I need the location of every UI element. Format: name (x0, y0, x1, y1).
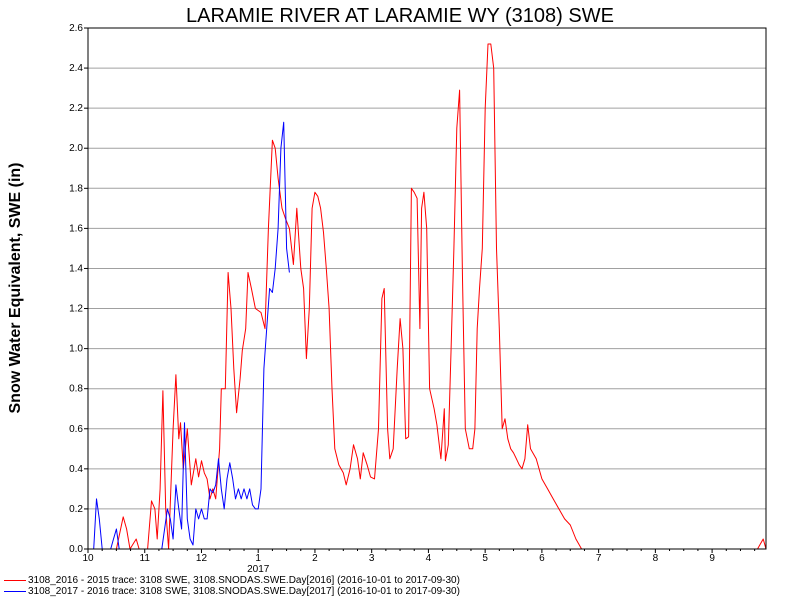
y-tick-label: 1.8 (69, 183, 83, 194)
x-axis-year-label: 2017 (247, 564, 270, 575)
y-tick-label: 0.4 (69, 464, 83, 475)
y-tick-label: 2.2 (69, 103, 83, 114)
series-line-0 (88, 43, 767, 550)
y-tick-label: 0.0 (69, 544, 83, 555)
x-tick-label: 8 (653, 553, 659, 564)
y-tick-label: 0.2 (69, 504, 83, 515)
x-tick-label: 6 (539, 553, 545, 564)
y-tick-label: 1.2 (69, 304, 83, 315)
y-tick-label: 1.0 (69, 344, 83, 355)
legend-item-2016: 3108_2016 - 2015 trace: 3108 SWE, 3108.S… (4, 576, 460, 586)
legend-label-2017: 3108_2017 - 2016 trace: 3108 SWE, 3108.S… (28, 586, 460, 597)
x-tick-label: 11 (140, 553, 151, 564)
series-lines (88, 43, 767, 550)
y-tick-label: 2.4 (69, 63, 83, 74)
y-tick-label: 0.6 (69, 424, 83, 435)
y-axis-label: Snow Water Equivalent, SWE (in) (7, 163, 24, 414)
legend-label-2016: 3108_2016 - 2015 trace: 3108 SWE, 3108.S… (28, 575, 460, 586)
x-tick-label: 9 (709, 553, 715, 564)
legend-swatch-blue (4, 590, 26, 592)
chart-title: LARAMIE RIVER AT LARAMIE WY (3108) SWE (186, 5, 614, 27)
y-tick-label: 2.0 (69, 143, 83, 154)
x-tick-label: 10 (82, 553, 94, 564)
y-tick-label: 2.6 (69, 23, 83, 34)
x-tick-label: 7 (596, 553, 602, 564)
x-tick-label: 1 (255, 553, 261, 564)
x-tick-label: 3 (369, 553, 375, 564)
gridlines (88, 27, 766, 550)
series-line-1 (88, 121, 290, 550)
y-tick-label: 0.8 (69, 384, 83, 395)
legend-item-2017: 3108_2017 - 2016 trace: 3108 SWE, 3108.S… (4, 587, 460, 597)
legend-swatch-red (4, 579, 26, 581)
x-tick-label: 12 (196, 553, 208, 564)
x-tick-label: 5 (482, 553, 488, 564)
plot-area-frame (87, 27, 767, 550)
y-tick-label: 1.6 (69, 223, 83, 234)
x-tick-label: 2 (312, 553, 318, 564)
axis-ticks: 0.0 0.2 0.4 0.6 0.8 1.0 1.2 1.4 1.6 1.8 2.0 2.2 2.4 2… (69, 23, 756, 564)
y-tick-label: 1.4 (69, 263, 83, 274)
x-tick-label: 4 (426, 553, 432, 564)
